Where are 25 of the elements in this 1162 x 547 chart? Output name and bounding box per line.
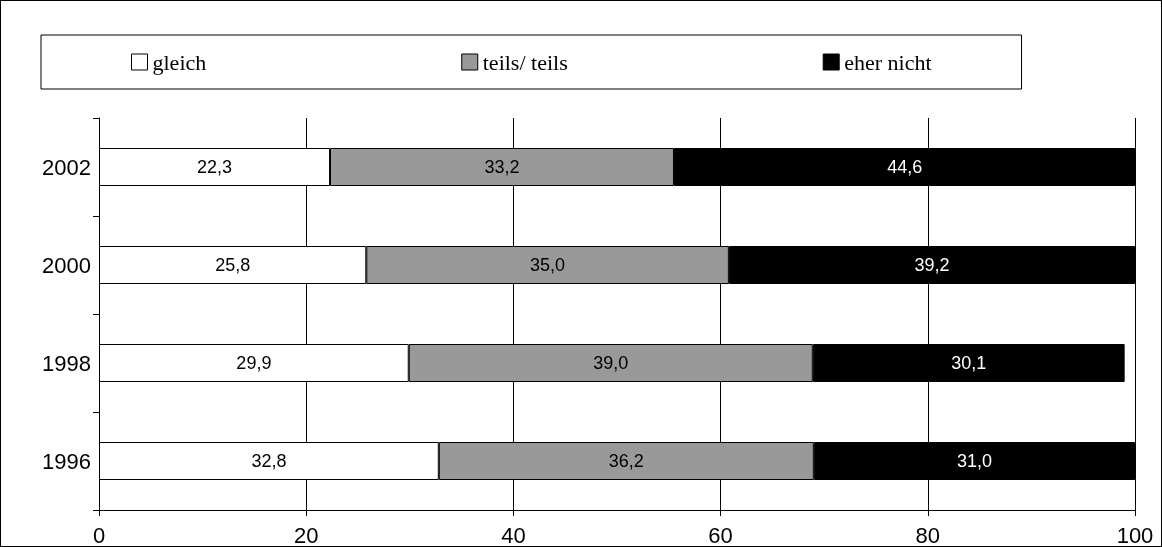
x-tick-label: 60: [708, 522, 733, 547]
data-label: 39,0: [593, 353, 629, 373]
data-label: 33,2: [484, 157, 520, 177]
data-label: 22,3: [196, 157, 233, 177]
x-tick-label: 0: [92, 522, 106, 547]
x-tick-label: 20: [293, 522, 319, 547]
data-label: 29,9: [236, 353, 272, 373]
y-tick-label: 1998: [42, 350, 91, 376]
x-tick-label: 40: [501, 522, 526, 547]
data-label: 44,6: [887, 157, 923, 177]
data-label: 25,8: [215, 255, 251, 275]
x-tick-label: 80: [915, 522, 941, 547]
data-label: 31,0: [956, 451, 992, 471]
legend-label: eher nicht: [844, 49, 932, 75]
data-label: 30,1: [951, 353, 987, 373]
y-tick-label: 1996: [42, 448, 91, 474]
y-tick-label: 2000: [42, 252, 91, 278]
data-label: 35,0: [530, 255, 566, 275]
y-tick-label: 2002: [42, 154, 91, 180]
data-label: 36,2: [608, 451, 644, 471]
data-label: 39,2: [914, 255, 950, 275]
data-label: 32,8: [251, 451, 287, 471]
legend-label: gleich: [152, 49, 207, 75]
legend-label: teils/ teils: [482, 49, 568, 75]
x-tick-label: 100: [1116, 522, 1154, 547]
